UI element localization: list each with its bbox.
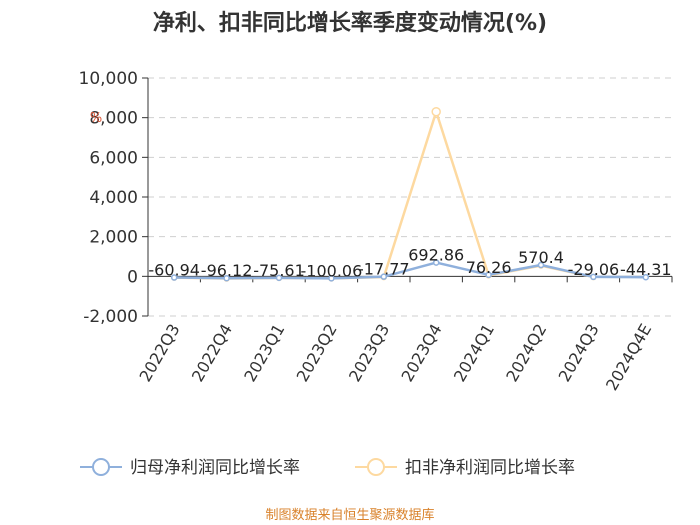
data-label: -100.06: [301, 261, 363, 280]
chart-title: 净利、扣非同比增长率季度变动情况(%): [153, 10, 547, 36]
series-2-point: [431, 106, 441, 117]
x-tick-label: 2024Q2: [502, 321, 550, 385]
y-tick-label: 0: [127, 267, 138, 287]
data-label: 692.86: [408, 246, 464, 265]
y-tick-label: 4,000: [89, 188, 138, 208]
data-label: 76.26: [466, 258, 512, 277]
x-tick-label: 2022Q4: [188, 321, 236, 385]
x-tick-label: 2023Q2: [293, 321, 341, 385]
legend-label-2: 扣非净利润同比增长率: [405, 458, 575, 478]
legend-marker-2: [367, 458, 385, 476]
series-1-point: [170, 274, 178, 281]
series-1-point: [328, 275, 335, 282]
series-1-point: [590, 273, 597, 281]
x-tick-label: 2024Q1: [450, 320, 498, 384]
series-1-point: [485, 271, 492, 279]
data-label: -29.06: [568, 260, 620, 279]
series-layer: [170, 106, 650, 282]
x-tick-label: 2022Q3: [135, 321, 183, 385]
source-note: 制图数据来自恒生聚源数据库: [265, 507, 434, 523]
series-1-point: [380, 273, 388, 280]
y-tick-label: 6,000: [89, 148, 138, 168]
data-label: -17.77: [358, 260, 410, 279]
legend: 归母净利润同比增长率 扣非净利润同比增长率: [80, 458, 575, 478]
legend-label-1: 归母净利润同比增长率: [130, 458, 300, 478]
data-label: -44.31: [620, 260, 672, 279]
x-tick-label: 2023Q3: [345, 321, 393, 385]
legend-marker-1: [92, 458, 110, 476]
y-axis: -2,000 0 2,000 4,000 6,000 8,000 10,000: [79, 69, 149, 327]
y-tick-label: -2,000: [83, 307, 138, 327]
x-tick-label: 2024Q4E: [602, 321, 655, 394]
data-label: -60.94: [148, 261, 200, 280]
series-line-1: [174, 261, 646, 280]
data-label: 570.4: [518, 248, 564, 267]
series-1-point: [432, 259, 440, 266]
data-labels: -60.94 -96.12 -75.61-100.06-17.77692.8676.…: [148, 246, 671, 281]
y-tick-label: 8,000: [89, 109, 138, 129]
y-tick-label: 10,000: [79, 69, 138, 89]
x-tick-label: 2024Q3: [555, 321, 603, 385]
y-tick-label: 2,000: [89, 228, 138, 248]
series-1-point: [223, 274, 230, 282]
series-1-point: [275, 274, 283, 282]
data-label: -75.61: [253, 261, 305, 280]
series-1-point: [642, 273, 650, 281]
x-axis: 2022Q3 2022Q4 2023Q1 2023Q2 2023Q3 2023Q4 2024…: [135, 275, 673, 394]
series-1-point: [537, 261, 545, 269]
x-tick-label: 2023Q1: [240, 321, 288, 385]
data-label: -96.12: [201, 261, 253, 280]
annotation-mark: %: [90, 111, 102, 126]
x-tick-label: 2023Q4: [397, 321, 445, 385]
